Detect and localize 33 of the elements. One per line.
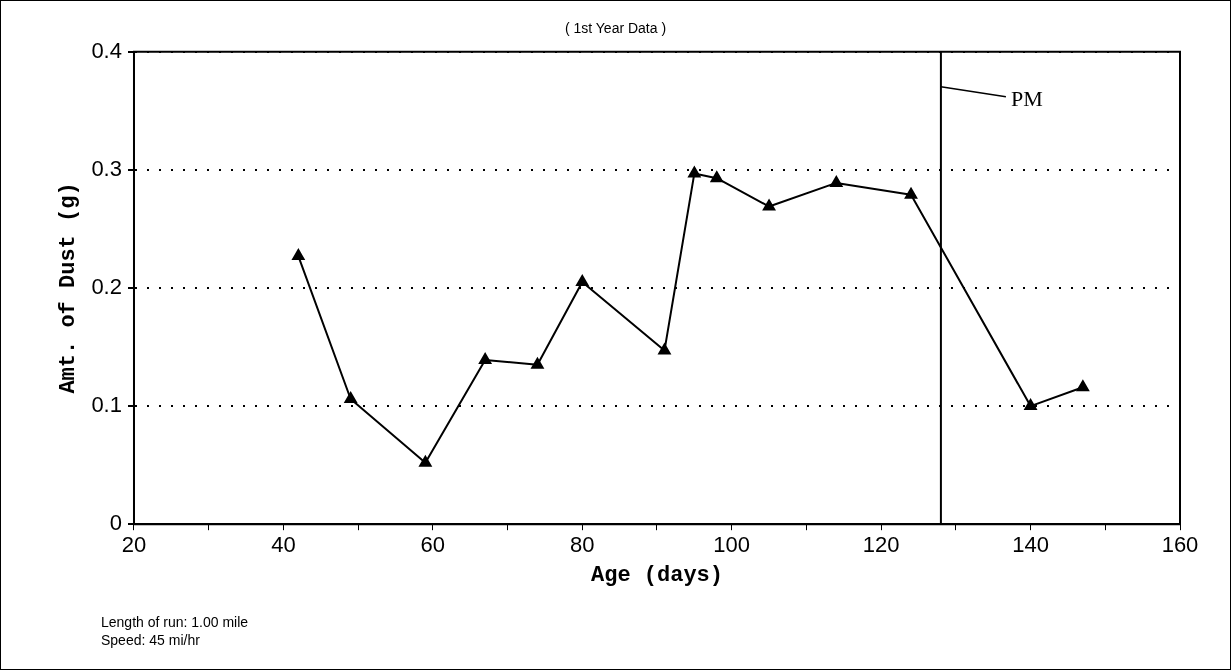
text: Speed: 45 mi/hr (101, 631, 201, 649)
point (710, 171, 723, 183)
point (478, 353, 492, 365)
point (344, 392, 357, 404)
y-tick-label: 0.3 (91, 155, 122, 181)
x-tick-label: 120 (862, 532, 900, 558)
point (1024, 399, 1037, 411)
point (658, 343, 671, 355)
x-tick-label: 20 (121, 532, 147, 558)
point (531, 357, 544, 369)
point (576, 275, 589, 287)
point (830, 175, 843, 187)
y-tick-label: 0.1 (91, 392, 122, 418)
point (904, 187, 918, 199)
y-axis-title: Amt. of Dust (g) (55, 182, 81, 394)
y-tick-label: 0.4 (91, 37, 122, 63)
x-tick-label: 80 (570, 532, 595, 558)
point (688, 166, 701, 178)
point (762, 199, 776, 211)
x-tick-label: 140 (1012, 532, 1049, 558)
x-tick-label: 100 (713, 532, 751, 558)
text: Length of run: 1.00 mile (101, 613, 249, 631)
x-tick-label: 160 (1161, 532, 1199, 558)
point (419, 455, 432, 467)
y-tick-label: 0 (109, 510, 122, 536)
x-tick-label: 60 (420, 532, 446, 558)
point (1076, 380, 1090, 392)
x-tick-label: 40 (271, 532, 296, 558)
point (292, 249, 305, 261)
ref-line-label: PM (1010, 85, 1043, 111)
chart-title: ( 1st Year Data ) (564, 20, 667, 37)
y-tick-label: 0.2 (91, 274, 122, 300)
x-axis-title: Age (days) (590, 563, 724, 589)
